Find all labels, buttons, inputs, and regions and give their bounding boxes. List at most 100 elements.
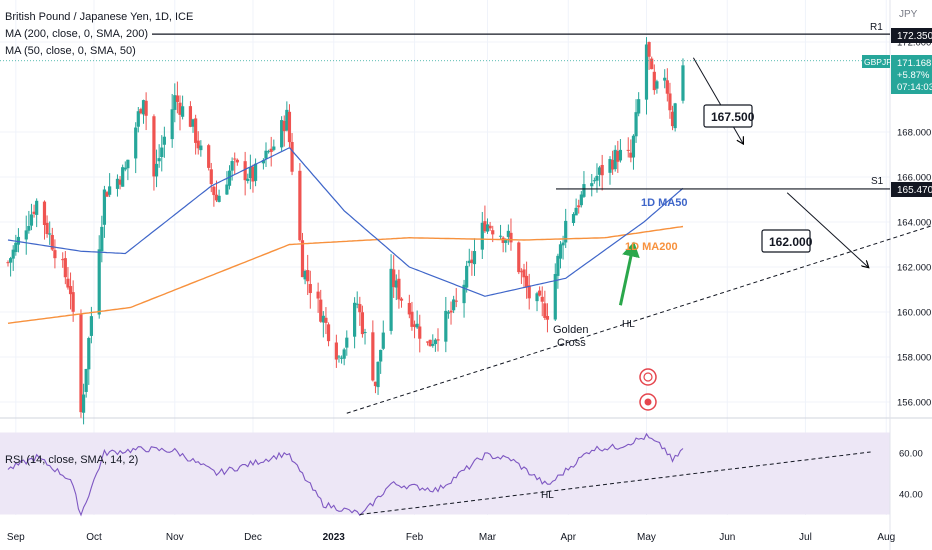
candle-body [154, 163, 159, 177]
candle-body [71, 292, 75, 312]
candle-body [53, 250, 57, 259]
candle-body [235, 159, 239, 163]
candle-body [428, 339, 432, 347]
s1-price-text: 165.470 [897, 185, 932, 196]
candle-body [285, 109, 289, 131]
candle-body [319, 299, 323, 322]
candle-body [480, 222, 484, 250]
candle-body [87, 338, 91, 370]
candle-body [251, 166, 255, 182]
candle-body [412, 324, 417, 327]
candle-body [24, 230, 28, 240]
price-trendline [346, 225, 932, 414]
candle-body [483, 221, 487, 232]
candle-body [342, 349, 346, 359]
candle-body [175, 95, 179, 102]
candle-body [472, 251, 477, 265]
candle-body [491, 230, 495, 235]
candle-body [79, 314, 83, 413]
event-icon-economic[interactable] [639, 368, 657, 386]
time-tick-label: Sep [7, 532, 25, 543]
candlestick-series [6, 37, 685, 425]
candle-body [337, 356, 341, 358]
candle-body [410, 311, 414, 327]
rsi-tick-label: 60.00 [899, 449, 923, 460]
candle-body [470, 259, 474, 263]
candle-body [321, 315, 325, 323]
time-tick-label: Apr [561, 532, 577, 543]
candle-body [66, 278, 70, 288]
candle-body [595, 175, 599, 181]
candle-body [42, 201, 47, 226]
candle-body [363, 332, 367, 334]
candle-body [561, 242, 565, 246]
candle-body [339, 357, 344, 359]
time-tick-label: Oct [86, 532, 102, 543]
candle-body [629, 152, 633, 158]
candle-body [212, 186, 216, 196]
candle-body [280, 120, 284, 148]
candle-body [647, 42, 651, 57]
candle-body [178, 102, 182, 115]
candle-body [308, 284, 312, 294]
candle-body [433, 339, 437, 345]
candle-body [233, 158, 237, 160]
candle-body [84, 368, 88, 392]
event-icon-earnings[interactable] [639, 393, 657, 411]
candle-body [673, 103, 677, 129]
moving-averages [7, 146, 684, 324]
candle-body [45, 222, 49, 235]
candle-body [485, 224, 490, 232]
candle-body [527, 285, 531, 299]
candle-body [35, 200, 39, 215]
candle-body [618, 149, 623, 161]
candle-body [48, 233, 52, 235]
ma200-line [7, 225, 684, 324]
candle-body [6, 262, 10, 264]
candle-body [287, 111, 292, 143]
rsi-series [7, 432, 871, 517]
ma50-legend[interactable]: MA (50, close, 0, SMA, 50) [5, 45, 136, 57]
projection-arrow-2 [786, 192, 868, 267]
candle-body [504, 239, 508, 243]
price-tick-label: 162.000 [897, 263, 931, 274]
candle-body [181, 106, 185, 117]
target1-text: 167.500 [711, 110, 755, 124]
s1-price-tag [891, 182, 932, 197]
ma200-legend[interactable]: MA (200, close, 0, SMA, 200) [5, 28, 148, 40]
candle-body [290, 142, 294, 172]
candle-body [452, 299, 456, 311]
candle-body [394, 280, 398, 288]
candle-body [381, 332, 385, 349]
candle-body [264, 150, 268, 159]
rsi-legend[interactable]: RSI (14, close, SMA, 14, 2) [5, 454, 138, 466]
candle-body [358, 304, 362, 313]
candle-body [27, 225, 31, 231]
candle-body [188, 106, 193, 127]
candle-body [454, 300, 458, 302]
candle-body [217, 195, 221, 202]
price-tag-countdown: 07:14:03 [897, 82, 932, 93]
candle-body [123, 167, 127, 170]
candle-body [525, 275, 529, 288]
target1-box[interactable] [703, 104, 753, 128]
rsi-trendline [359, 451, 871, 515]
candle-body [418, 326, 422, 339]
candle-body [613, 149, 617, 170]
candle-body [345, 337, 349, 348]
candle-body [170, 109, 174, 140]
target2-box[interactable] [761, 229, 811, 253]
candle-body [16, 236, 21, 245]
candle-body [9, 258, 13, 263]
candle-body [61, 259, 65, 261]
candle-body [425, 341, 430, 343]
candle-body [462, 284, 466, 304]
price-tick-label: 168.000 [897, 128, 931, 139]
candle-body [209, 169, 213, 185]
candle-body [243, 161, 247, 181]
candle-body [134, 127, 138, 159]
candle-body [681, 65, 685, 101]
candle-body [579, 194, 583, 206]
rsi-band [0, 432, 890, 515]
candle-body [316, 291, 320, 299]
